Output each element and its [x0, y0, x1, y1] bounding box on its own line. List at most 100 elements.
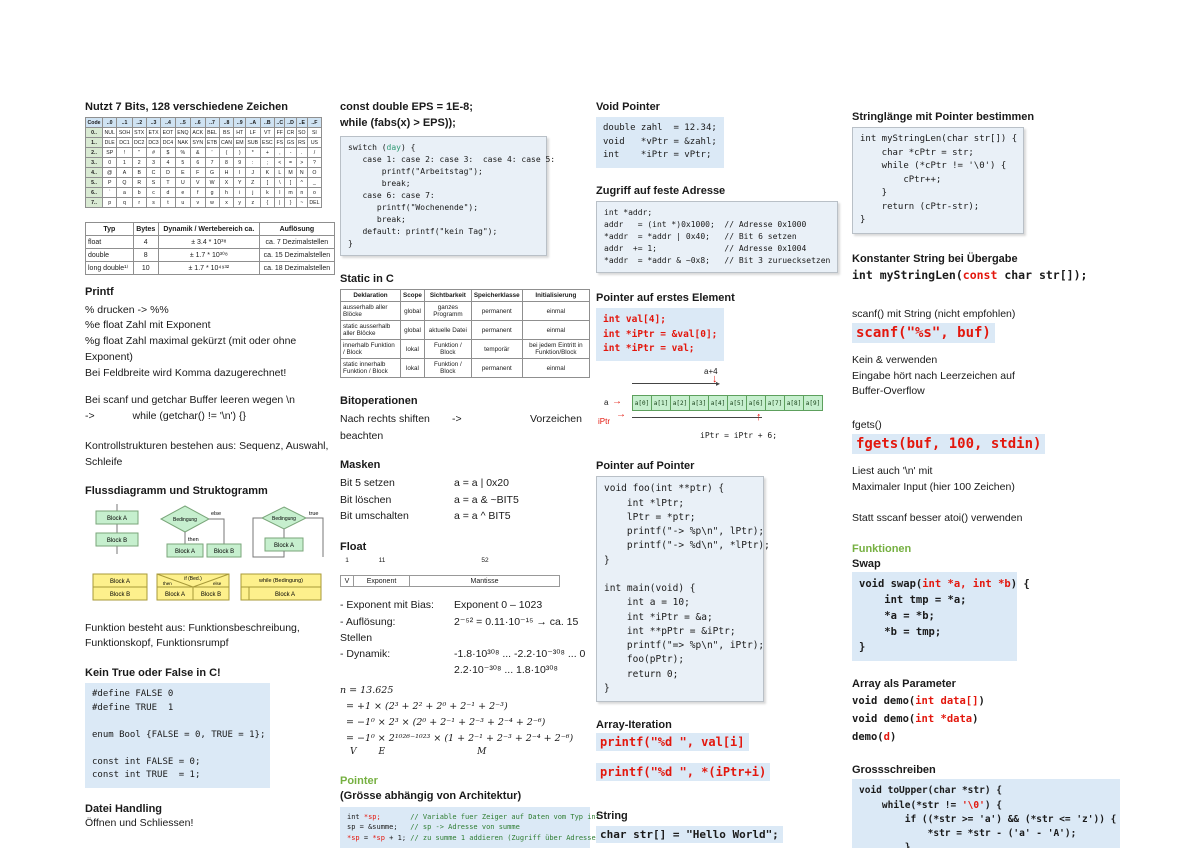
toupper-code: void toUpper(char *str) { while(*str != …: [852, 779, 1120, 848]
float-title: Float: [340, 541, 367, 554]
float-formulas: = +1 × (2³ + 2² + 2⁰ + 2⁻¹ + 2⁻³) = −1⁰ ×…: [346, 700, 574, 745]
array-iteration-title: Array-Iteration: [596, 719, 672, 732]
array-down-arrow-icon: ↓: [712, 373, 718, 386]
flussdiagramm-title: Flussdiagramm und Struktogramm: [85, 485, 268, 498]
array-a-arrow-icon: →: [612, 396, 622, 408]
funktion-note: Funktion besteht aus: Funktionsbeschreib…: [85, 621, 300, 650]
svg-text:Block A: Block A: [275, 592, 295, 598]
datei-title: Datei Handling: [85, 802, 163, 815]
column-4: Stringlänge mit Pointer bestimmen int my…: [852, 110, 1122, 848]
masken-title: Masken: [340, 459, 381, 471]
shift-note: Nach rechts shiften -> Vorzeichen beachten: [340, 413, 582, 442]
fgets-label: fgets(): [852, 419, 882, 432]
bool-title: Kein True oder False in C!: [85, 667, 221, 680]
float-dynamik: - Dynamik: -1.8·10³⁰⁸ ... -2.2·10⁻³⁰⁸ ...…: [340, 648, 586, 661]
konstanter-string-code: int myStringLen(const char str[]);: [852, 268, 1088, 283]
void-pointer-code: double zahl = 12.34; void *vPtr = &zahl; i…: [596, 117, 724, 168]
pointer-auf-pointer-code: void foo(int **ptr) { int *lPtr; lPtr = …: [596, 476, 770, 703]
pointer-auf-pointer-title: Pointer auf Pointer: [596, 460, 695, 473]
pointer-code-block-1: int *sp; // Variable fuer Zeiger auf Dat…: [340, 806, 600, 848]
maske-bit-umschalten: Bit umschalten a = a ^ BIT5: [340, 509, 511, 522]
float-bit-diagram: 1 11 52 V Exponent Mantisse: [340, 557, 592, 593]
ascii-table: Code ..0 ..1 ..2 ..3 ..4 ..5 ..6 ..7 ..8 ..9 ..A ..B…: [84, 117, 335, 209]
feste-adresse-title: Zugriff auf feste Adresse: [596, 184, 726, 197]
void-pointer-title: Void Pointer: [596, 101, 660, 113]
array-iptr-label: iPtr: [598, 417, 610, 427]
array-cells: a[0] a[1] a[2] a[3] a[4] a[5] a[6] a[7] a[8] a[9]: [632, 395, 823, 412]
erstes-element-title: Pointer auf erstes Element: [596, 292, 735, 305]
svg-text:while (Bedingung): while (Bedingung): [258, 578, 303, 584]
svg-text:true: true: [309, 511, 318, 517]
pointer-title: Pointer: [340, 775, 378, 788]
column-2: const double EPS = 1E-8; while (fabs(x) >…: [339, 100, 600, 848]
float-bit-cells: V Exponent Mantisse: [340, 575, 592, 593]
swap-title: Swap: [852, 558, 881, 571]
float-types-table: Typ Bytes Dynamik / Wertebereich ca. Auflös…: [85, 222, 336, 276]
fgets-notes: Liest auch '\n' mit Maximaler Input (hier…: [852, 464, 1015, 493]
svg-text:Block B: Block B: [110, 592, 130, 598]
datei-note: Öffnen und Schliessen!: [85, 817, 194, 830]
maske-bit-loeschen: Bit löschen a = a & ~BIT5: [340, 493, 519, 506]
printf-title: Printf: [85, 286, 114, 299]
scanf-string-code: scanf("%s", buf): [852, 322, 995, 343]
svg-text:Block A: Block A: [274, 543, 294, 549]
string-title: String: [596, 810, 628, 823]
double-note: Ungenauigkeit mit double: [85, 846, 335, 848]
float-aufloesung: - Auflösung: 2⁻⁵² = 0.11·10⁻¹⁵ → ca. 15 S…: [340, 615, 579, 644]
static-title: Static in C: [340, 272, 394, 285]
svg-text:Block A: Block A: [175, 549, 195, 555]
float-bit-widths: 1 11 52: [345, 557, 489, 565]
ascii-table-title: Nutzt 7 Bits, 128 verschiedene Zeichen: [85, 101, 288, 113]
konstanter-string-title: Konstanter String bei Übergabe: [852, 252, 1018, 265]
svg-text:Block B: Block B: [214, 549, 234, 555]
feste-adresse-code: int *addr; addr = (int *)0x1000; // Adres…: [596, 201, 838, 274]
svg-text:Block B: Block B: [201, 592, 221, 598]
scanf-notes: Kein & verwenden Eingabe hört nach Leerze…: [852, 353, 1015, 398]
array-top-arrow-line: [632, 379, 720, 388]
grossschreiben-title: Grossschreiben: [852, 763, 936, 776]
svg-text:Bedingung: Bedingung: [173, 517, 197, 523]
svg-text:Block A: Block A: [107, 516, 127, 522]
array-parameter-code: void demo(int data[]) void demo(int *data…: [852, 695, 985, 744]
svg-text:else: else: [213, 581, 222, 586]
column-1: Nutzt 7 Bits, 128 verschiedene Zeichen C…: [84, 100, 336, 848]
column-3: Void Pointer double zahl = 12.34; void *v…: [596, 100, 848, 848]
array-a-plus-4-label: a+4: [704, 367, 718, 377]
iteration-code-val: printf("%d ", val[i]: [596, 733, 749, 752]
array-iptr-arrow-icon: →: [616, 409, 626, 421]
float-dynamik-2: 2.2·10⁻³⁰⁸ ... 1.8·10³⁰⁸: [454, 664, 558, 677]
eps-lines: const double EPS = 1E-8; while (fabs(x) >…: [340, 101, 473, 129]
static-table: Deklaration Scope Sichtbarkeit Speicherklas…: [339, 289, 592, 379]
array-up-arrow-icon: ↑: [756, 411, 762, 424]
flowchart-struktogramm-diagram: Block A Block B Bedingung then else Bloc…: [92, 503, 324, 601]
atoi-note: Statt sscanf besser atoi() verwenden: [852, 512, 1023, 525]
svg-text:Block A: Block A: [110, 579, 130, 585]
bitoperationen-title: Bitoperationen: [340, 395, 418, 408]
pointer-subtitle: (Grösse abhängig von Architektur): [340, 790, 522, 803]
array-iptr-plus-label: iPtr = iPtr + 6;: [700, 431, 778, 441]
string-array-code: char str[] = "Hello World";: [596, 825, 783, 843]
array-parameter-title: Array als Parameter: [852, 678, 956, 691]
kontrollstrukturen-note: Kontrollstrukturen bestehen aus: Sequenz…: [85, 439, 329, 468]
svg-text:if (Bed.): if (Bed.): [184, 576, 202, 582]
fgets-code: fgets(buf, 100, stdin): [852, 433, 1046, 454]
float-exponent-bias: - Exponent mit Bias: Exponent 0 – 1023: [340, 599, 543, 612]
n-value: n = 13.625: [340, 684, 394, 696]
scanf-buffer-note: Bei scanf und getchar Buffer leeren wege…: [85, 394, 295, 423]
svg-text:else: else: [211, 511, 221, 517]
stringlen-code: int myStringLen(char str[]) { char *cPtr…: [852, 127, 1024, 234]
erstes-element-code: int val[4]; int *iPtr = &val[0]; int *iPtr…: [596, 308, 725, 362]
swap-code: void swap(int *a, int *b) { int tmp = *a…: [852, 572, 1030, 662]
array-pointer-diagram: a+4 ↓ a → iPtr → a[0]a[1]a[2]a[3]a[4]a[5…: [596, 367, 848, 459]
funktionen-title: Funktionen: [852, 543, 912, 556]
svg-text:Block B: Block B: [107, 538, 127, 544]
svg-text:Bedingung: Bedingung: [272, 516, 296, 522]
array-bottom-arrow-line: [632, 417, 762, 419]
array-a-label: a: [604, 398, 609, 408]
svg-text:then: then: [188, 537, 199, 543]
scanf-string-label: scanf() mit String (nicht empfohlen): [852, 308, 1016, 321]
svg-text:Block A: Block A: [165, 592, 185, 598]
printf-notes: % drucken -> %% %e float Zahl mit Exponen…: [85, 303, 297, 379]
